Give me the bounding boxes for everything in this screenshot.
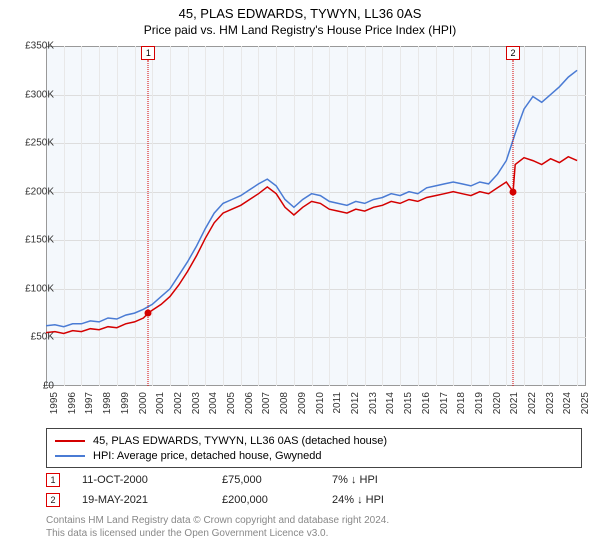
marker-flag-1: 1 [141, 46, 155, 60]
x-tick-label: 2020 [492, 392, 503, 414]
x-tick-label: 2003 [191, 392, 202, 414]
x-tick-label: 2001 [155, 392, 166, 414]
y-tick-label: £150K [14, 235, 54, 246]
chart-subtitle: Price paid vs. HM Land Registry's House … [0, 21, 600, 41]
transaction-row: 2 19-MAY-2021£200,00024% ↓ HPI [46, 490, 412, 510]
x-tick-label: 1998 [102, 392, 113, 414]
transaction-date: 11-OCT-2000 [82, 474, 222, 486]
transaction-diff: 7% ↓ HPI [332, 474, 412, 486]
y-tick-label: £50K [14, 332, 54, 343]
footer-line1: Contains HM Land Registry data © Crown c… [46, 514, 389, 527]
transaction-marker: 2 [46, 493, 60, 507]
y-tick-label: £0 [14, 381, 54, 392]
x-tick-label: 2013 [368, 392, 379, 414]
x-tick-label: 2012 [350, 392, 361, 414]
y-tick-label: £100K [14, 283, 54, 294]
legend-swatch [55, 440, 85, 442]
legend-label: 45, PLAS EDWARDS, TYWYN, LL36 0AS (detac… [93, 435, 387, 447]
transaction-marker: 1 [46, 473, 60, 487]
x-tick-label: 2019 [474, 392, 485, 414]
footer-attribution: Contains HM Land Registry data © Crown c… [46, 514, 389, 540]
y-tick-label: £350K [14, 41, 54, 52]
x-tick-label: 2017 [439, 392, 450, 414]
transaction-row: 1 11-OCT-2000£75,0007% ↓ HPI [46, 470, 412, 490]
chart-container: 45, PLAS EDWARDS, TYWYN, LL36 0AS Price … [0, 0, 600, 560]
x-tick-label: 1996 [67, 392, 78, 414]
x-tick-label: 2005 [226, 392, 237, 414]
x-tick-label: 2014 [385, 392, 396, 414]
x-tick-label: 2016 [421, 392, 432, 414]
plot-area: 12 [46, 46, 586, 386]
legend-item: HPI: Average price, detached house, Gwyn… [55, 448, 573, 463]
x-tick-label: 1999 [120, 392, 131, 414]
x-tick-label: 2002 [173, 392, 184, 414]
x-tick-label: 2009 [297, 392, 308, 414]
x-tick-label: 2007 [261, 392, 272, 414]
transaction-date: 19-MAY-2021 [82, 494, 222, 506]
x-tick-label: 2021 [509, 392, 520, 414]
transaction-price: £200,000 [222, 494, 332, 506]
x-tick-label: 2023 [545, 392, 556, 414]
marker-dot-1 [145, 310, 152, 317]
x-tick-label: 2006 [244, 392, 255, 414]
x-tick-label: 2024 [562, 392, 573, 414]
x-tick-label: 2008 [279, 392, 290, 414]
y-tick-label: £200K [14, 186, 54, 197]
x-tick-label: 1995 [49, 392, 60, 414]
y-tick-label: £250K [14, 138, 54, 149]
legend-item: 45, PLAS EDWARDS, TYWYN, LL36 0AS (detac… [55, 433, 573, 448]
y-tick-label: £300K [14, 89, 54, 100]
series-price_paid [46, 157, 577, 334]
transaction-diff: 24% ↓ HPI [332, 494, 412, 506]
transaction-price: £75,000 [222, 474, 332, 486]
x-tick-label: 2022 [527, 392, 538, 414]
transactions-table: 1 11-OCT-2000£75,0007% ↓ HPI 2 19-MAY-2021£… [46, 470, 412, 510]
marker-flag-2: 2 [506, 46, 520, 60]
x-tick-label: 2010 [315, 392, 326, 414]
line-series [46, 46, 586, 386]
footer-line2: This data is licensed under the Open Gov… [46, 527, 389, 540]
x-tick-label: 2025 [580, 392, 591, 414]
legend: 45, PLAS EDWARDS, TYWYN, LL36 0AS (detac… [46, 428, 582, 468]
x-tick-label: 2000 [138, 392, 149, 414]
legend-label: HPI: Average price, detached house, Gwyn… [93, 450, 322, 462]
chart-title: 45, PLAS EDWARDS, TYWYN, LL36 0AS [0, 0, 600, 21]
x-tick-label: 2018 [456, 392, 467, 414]
x-tick-label: 1997 [84, 392, 95, 414]
series-hpi [46, 70, 577, 326]
x-tick-label: 2011 [332, 392, 343, 414]
legend-swatch [55, 455, 85, 457]
x-tick-label: 2004 [208, 392, 219, 414]
marker-dot-2 [510, 188, 517, 195]
x-tick-label: 2015 [403, 392, 414, 414]
